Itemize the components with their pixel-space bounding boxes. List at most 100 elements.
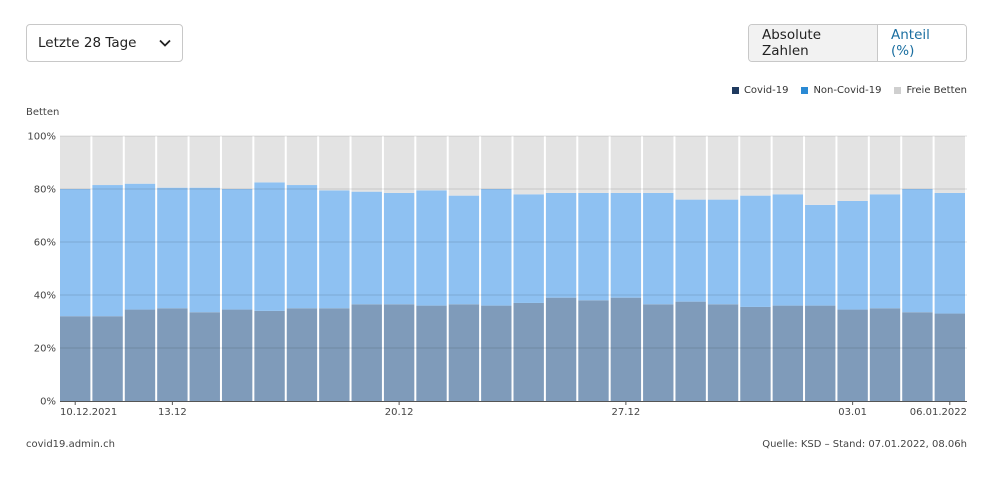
bar-covid-9[interactable] — [351, 304, 382, 401]
bar-non-covid-7[interactable] — [286, 185, 318, 309]
bar-non-covid-5[interactable] — [221, 189, 253, 310]
bar-non-covid-21[interactable] — [740, 195, 771, 307]
bar-free-beds-8[interactable] — [319, 136, 350, 191]
bar-free-beds-14[interactable] — [513, 136, 544, 195]
bar-covid-15[interactable] — [545, 297, 577, 401]
bar-free-beds-17[interactable] — [610, 136, 642, 193]
bar-covid-19[interactable] — [675, 301, 706, 402]
bar-non-covid-18[interactable] — [643, 192, 674, 305]
bar-free-beds-16[interactable] — [578, 136, 609, 193]
bar-covid-24[interactable] — [837, 309, 868, 401]
bar-free-beds-12[interactable] — [448, 136, 480, 196]
bar-free-beds-5[interactable] — [221, 136, 253, 189]
bar-free-beds-18[interactable] — [643, 136, 674, 193]
bar-covid-7[interactable] — [286, 308, 318, 401]
bar-covid-5[interactable] — [221, 309, 253, 401]
display-mode-toggle: Absolute Zahlen Anteil (%) — [748, 24, 967, 62]
legend-item-covid[interactable]: Covid-19 — [731, 85, 788, 96]
bar-free-beds-26[interactable] — [902, 136, 933, 189]
bar-non-covid-3[interactable] — [157, 187, 188, 309]
bar-non-covid-4[interactable] — [189, 187, 220, 313]
bar-non-covid-15[interactable] — [545, 192, 577, 298]
bar-free-beds-4[interactable] — [189, 136, 220, 188]
bar-non-covid-17[interactable] — [610, 192, 642, 298]
legend-label-free-beds: Freie Betten — [906, 85, 967, 96]
bar-covid-2[interactable] — [124, 309, 156, 401]
bar-free-beds-9[interactable] — [351, 136, 382, 192]
bar-covid-8[interactable] — [319, 308, 350, 401]
bar-non-covid-0[interactable] — [60, 189, 91, 317]
bar-free-beds-25[interactable] — [869, 136, 901, 195]
bar-non-covid-22[interactable] — [772, 194, 804, 306]
bar-non-covid-25[interactable] — [869, 194, 901, 309]
bar-covid-6[interactable] — [254, 310, 285, 401]
legend-label-non-covid: Non-Covid-19 — [813, 85, 882, 96]
bar-free-beds-7[interactable] — [286, 136, 318, 186]
bar-free-beds-0[interactable] — [60, 136, 91, 189]
bar-covid-17[interactable] — [610, 297, 642, 401]
period-select-value: Letzte 28 Tage — [38, 35, 137, 51]
bar-non-covid-27[interactable] — [934, 192, 965, 314]
bar-free-beds-13[interactable] — [481, 136, 512, 189]
legend-swatch-covid — [731, 87, 739, 94]
bar-non-covid-11[interactable] — [416, 190, 447, 306]
bar-free-beds-15[interactable] — [545, 136, 577, 193]
bar-free-beds-22[interactable] — [772, 136, 804, 195]
bar-covid-27[interactable] — [934, 313, 965, 401]
legend-item-free-beds[interactable]: Freie Betten — [894, 85, 967, 96]
bar-covid-13[interactable] — [481, 305, 512, 401]
bar-free-beds-24[interactable] — [837, 136, 868, 201]
x-tick-label: 13.12 — [158, 407, 187, 418]
bar-covid-12[interactable] — [448, 304, 480, 401]
bar-non-covid-9[interactable] — [351, 191, 382, 305]
bar-covid-18[interactable] — [643, 304, 674, 401]
bar-non-covid-13[interactable] — [481, 189, 512, 306]
bar-free-beds-2[interactable] — [124, 136, 156, 184]
bar-non-covid-10[interactable] — [383, 192, 415, 305]
x-tick-label: 03.01 — [838, 407, 867, 418]
bar-covid-10[interactable] — [383, 304, 415, 401]
legend-item-non-covid[interactable]: Non-Covid-19 — [801, 85, 881, 96]
chevron-down-icon — [159, 39, 171, 47]
bar-non-covid-26[interactable] — [902, 189, 933, 313]
bar-non-covid-12[interactable] — [448, 195, 480, 305]
x-tick-label: 20.12 — [385, 407, 414, 418]
bar-free-beds-27[interactable] — [934, 136, 965, 193]
bar-covid-14[interactable] — [513, 302, 544, 401]
bar-free-beds-10[interactable] — [383, 136, 415, 193]
bar-non-covid-1[interactable] — [92, 185, 123, 317]
bar-covid-20[interactable] — [707, 304, 739, 401]
bar-free-beds-3[interactable] — [157, 136, 188, 188]
bar-covid-4[interactable] — [189, 312, 220, 401]
toggle-share-button[interactable]: Anteil (%) — [878, 25, 966, 61]
bar-free-beds-6[interactable] — [254, 136, 285, 183]
bar-non-covid-20[interactable] — [707, 199, 739, 305]
bar-non-covid-2[interactable] — [124, 183, 156, 310]
bar-covid-26[interactable] — [902, 312, 933, 401]
bar-covid-0[interactable] — [60, 316, 91, 401]
period-select[interactable]: Letzte 28 Tage — [26, 24, 183, 62]
bar-covid-16[interactable] — [578, 300, 609, 401]
bar-covid-3[interactable] — [157, 308, 188, 401]
bar-free-beds-1[interactable] — [92, 136, 123, 186]
bar-free-beds-11[interactable] — [416, 136, 447, 191]
bar-non-covid-19[interactable] — [675, 199, 706, 302]
bar-non-covid-14[interactable] — [513, 194, 544, 303]
bar-covid-1[interactable] — [92, 316, 123, 401]
bar-non-covid-23[interactable] — [805, 204, 836, 306]
bar-free-beds-20[interactable] — [707, 136, 739, 200]
bar-non-covid-24[interactable] — [837, 200, 868, 310]
bar-covid-11[interactable] — [416, 305, 447, 401]
bar-covid-23[interactable] — [805, 305, 836, 401]
bar-non-covid-6[interactable] — [254, 182, 285, 311]
bar-free-beds-21[interactable] — [740, 136, 771, 196]
bar-covid-21[interactable] — [740, 306, 771, 401]
toggle-absolute-button[interactable]: Absolute Zahlen — [749, 25, 878, 61]
bar-non-covid-8[interactable] — [319, 190, 350, 309]
bar-free-beds-19[interactable] — [675, 136, 706, 200]
bar-covid-22[interactable] — [772, 305, 804, 401]
bar-covid-25[interactable] — [869, 308, 901, 401]
bar-non-covid-16[interactable] — [578, 192, 609, 301]
legend-swatch-free-beds — [894, 87, 902, 94]
bar-free-beds-23[interactable] — [805, 136, 836, 205]
